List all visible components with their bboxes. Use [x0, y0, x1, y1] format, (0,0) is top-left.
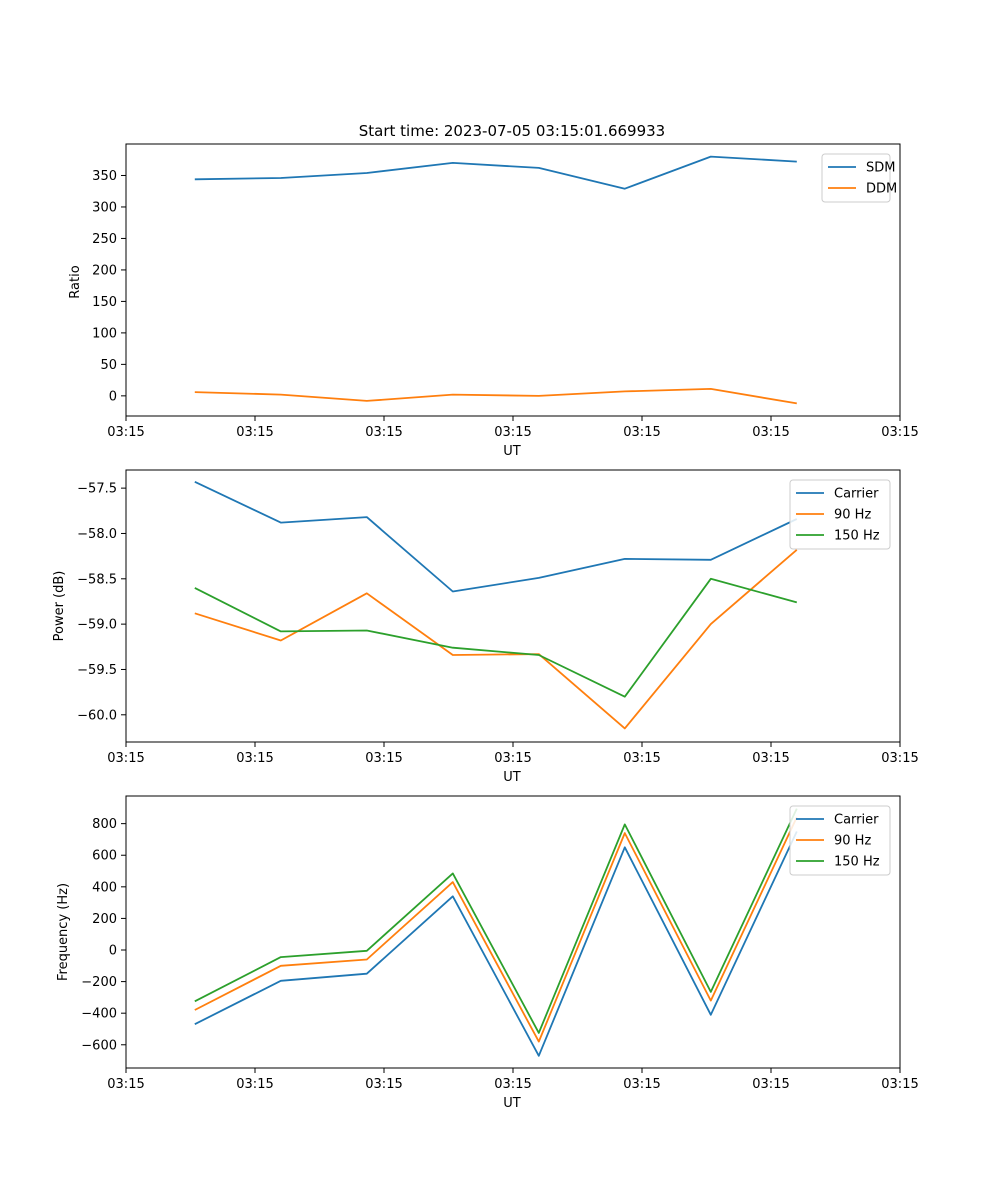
y-tick-label: 350 — [92, 169, 117, 184]
x-tick-label: 03:15 — [623, 1077, 660, 1092]
series-line-carrier — [194, 831, 798, 1057]
series-lines — [194, 808, 798, 1057]
y-tick-label: 800 — [92, 817, 117, 832]
series-line-90-hz — [194, 816, 798, 1043]
legend-label-sdm: SDM — [866, 161, 895, 176]
y-axis-label: Frequency (Hz) — [56, 883, 71, 981]
y-tick-label: −600 — [81, 1038, 117, 1053]
series-line-150-hz — [194, 808, 798, 1034]
legend-box — [789, 479, 891, 550]
x-tick-label: 03:15 — [494, 1077, 531, 1092]
y-tick-label: 600 — [92, 849, 117, 864]
x-tick-label: 03:15 — [365, 425, 402, 440]
y-axis-ticks: −600 −400 −200 0 200 400 600 800 — [81, 817, 126, 1053]
panel-ratio: 03:15 03:15 03:15 03:15 03:15 03:15 03:15 0 50 1… — [68, 143, 919, 459]
y-axis-label: Power (dB) — [52, 571, 67, 642]
x-axis-ticks: 03:15 03:15 03:15 03:15 03:15 03:15 03:15 — [107, 742, 919, 766]
legend-box — [821, 153, 891, 203]
y-tick-label: 100 — [92, 326, 117, 341]
legend-box — [789, 805, 891, 876]
x-tick-label: 03:15 — [107, 751, 144, 766]
x-tick-label: 03:15 — [107, 425, 144, 440]
y-tick-label: 200 — [92, 263, 117, 278]
series-lines — [194, 155, 797, 405]
y-tick-label: 0 — [109, 944, 117, 959]
y-tick-label: 250 — [92, 232, 117, 247]
x-tick-label: 03:15 — [107, 1077, 144, 1092]
legend-label-carrier: Carrier — [834, 487, 879, 502]
y-tick-label: −57.5 — [77, 482, 117, 497]
figure-title: Start time: 2023-07-05 03:15:01.669933 — [359, 122, 665, 140]
y-axis-label: Ratio — [68, 265, 83, 298]
legend-label-carrier: Carrier — [834, 813, 879, 828]
legend-label-150-hz: 150 Hz — [834, 529, 880, 544]
x-tick-label: 03:15 — [236, 425, 273, 440]
x-tick-label: 03:15 — [881, 751, 918, 766]
series-line-ddm — [194, 387, 797, 405]
y-tick-label: −58.0 — [77, 527, 117, 542]
legend: Carrier 90 Hz 150 Hz — [789, 805, 891, 876]
x-tick-label: 03:15 — [365, 1077, 402, 1092]
x-tick-label: 03:15 — [494, 751, 531, 766]
panel-power: 03:15 03:15 03:15 03:15 03:15 03:15 03:15 −60.… — [52, 469, 919, 785]
panel-frequency: 03:15 03:15 03:15 03:15 03:15 03:15 03:15 −600… — [56, 795, 919, 1111]
legend-label-90-hz: 90 Hz — [834, 834, 871, 849]
y-tick-label: −400 — [81, 1007, 117, 1022]
x-tick-label: 03:15 — [236, 1077, 273, 1092]
series-line-sdm — [194, 155, 797, 190]
x-tick-label: 03:15 — [623, 751, 660, 766]
legend: Carrier 90 Hz 150 Hz — [789, 479, 891, 550]
x-tick-label: 03:15 — [881, 425, 918, 440]
x-tick-label: 03:15 — [365, 751, 402, 766]
x-tick-label: 03:15 — [623, 425, 660, 440]
x-tick-label: 03:15 — [752, 1077, 789, 1092]
legend-label-ddm: DDM — [866, 182, 897, 197]
y-tick-label: −59.5 — [77, 663, 117, 678]
y-tick-label: 200 — [92, 912, 117, 927]
y-tick-label: −60.0 — [77, 708, 117, 723]
legend: SDM DDM — [821, 153, 897, 203]
y-tick-label: 400 — [92, 880, 117, 895]
y-tick-label: −200 — [81, 975, 117, 990]
x-axis-ticks: 03:15 03:15 03:15 03:15 03:15 03:15 03:15 — [107, 1068, 919, 1092]
y-tick-label: 300 — [92, 200, 117, 215]
y-tick-label: 150 — [92, 295, 117, 310]
x-axis-label: UT — [503, 444, 521, 459]
y-tick-label: 0 — [109, 389, 117, 404]
y-axis-ticks: −60.0 −59.5 −59.0 −58.5 −58.0 −57.5 — [77, 482, 126, 723]
x-axis-label: UT — [503, 770, 521, 785]
x-tick-label: 03:15 — [236, 751, 273, 766]
x-axis-ticks: 03:15 03:15 03:15 03:15 03:15 03:15 03:15 — [107, 416, 919, 440]
legend-label-90-hz: 90 Hz — [834, 508, 871, 523]
y-tick-label: 50 — [100, 358, 117, 373]
x-tick-label: 03:15 — [752, 425, 789, 440]
series-line-90-hz — [194, 549, 798, 730]
y-tick-label: −58.5 — [77, 572, 117, 587]
series-line-150-hz — [194, 577, 798, 698]
legend-label-150-hz: 150 Hz — [834, 855, 880, 870]
x-axis-label: UT — [503, 1096, 521, 1111]
series-lines — [194, 480, 798, 730]
x-tick-label: 03:15 — [494, 425, 531, 440]
x-tick-label: 03:15 — [752, 751, 789, 766]
series-line-carrier — [194, 480, 798, 593]
y-tick-label: −59.0 — [77, 618, 117, 633]
y-axis-ticks: 0 50 100 150 200 250 300 350 — [92, 169, 126, 404]
x-tick-label: 03:15 — [881, 1077, 918, 1092]
